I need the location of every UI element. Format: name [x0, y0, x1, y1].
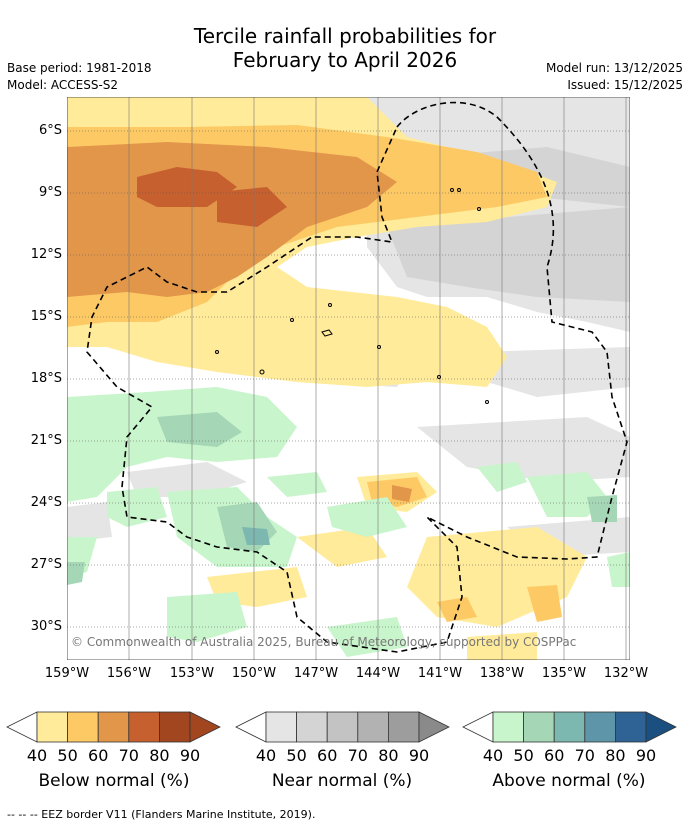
lat-tick-18s: 18°S: [30, 371, 62, 386]
above-tick-90: 90: [636, 746, 656, 765]
model-run: Model run: 13/12/2025: [545, 61, 683, 75]
lat-tick-15s: 15°S: [30, 309, 62, 324]
below-tick-40: 40: [27, 746, 47, 765]
lon-tick-138w: 138°W: [479, 666, 525, 681]
below-normal-label: Below normal (%): [38, 771, 190, 791]
model-name: Model: ACCESS-S2: [7, 78, 119, 92]
lon-tick-156w: 156°W: [106, 666, 152, 681]
lon-tick-150w: 150°W: [231, 666, 277, 681]
lon-tick-153w: 153°W: [169, 666, 215, 681]
above-tick-40: 40: [483, 746, 503, 765]
above-normal-region: [67, 387, 630, 657]
near-tick-50: 50: [286, 746, 306, 765]
base-period: Base period: 1981-2018: [7, 61, 152, 75]
issued-date: Issued: 15/12/2025: [567, 78, 683, 92]
above-tick-80: 80: [605, 746, 625, 765]
title-line-2: February to April 2026: [232, 48, 458, 72]
meta-left: Base period: 1981-2018 Model: ACCESS-S2: [7, 60, 152, 94]
meridians: [67, 97, 627, 660]
near-tick-40: 40: [256, 746, 276, 765]
lat-tick-9s: 9°S: [38, 185, 62, 200]
above-normal-label: Above normal (%): [492, 771, 646, 791]
meta-right: Model run: 13/12/2025 Issued: 15/12/2025: [546, 60, 683, 94]
above-tick-50: 50: [513, 746, 533, 765]
copyright-text: © Commonwealth of Australia 2025, Bureau…: [71, 635, 576, 649]
near-tick-90: 90: [409, 746, 429, 765]
below-tick-80: 80: [149, 746, 169, 765]
colorbar-below: [6, 711, 221, 743]
below-tick-50: 50: [57, 746, 77, 765]
below-tick-70: 70: [119, 746, 139, 765]
lon-tick-141w: 141°W: [417, 666, 463, 681]
lon-tick-147w: 147°W: [293, 666, 339, 681]
lat-tick-21s: 21°S: [30, 433, 62, 448]
near-tick-60: 60: [317, 746, 337, 765]
colorbar-above: [462, 711, 677, 743]
below-tick-90: 90: [180, 746, 200, 765]
title-line-1: Tercile rainfall probabilities for: [193, 24, 497, 48]
colorbar-near: [235, 711, 450, 743]
probability-map: © Commonwealth of Australia 2025, Bureau…: [67, 97, 630, 660]
colorbar-legend: 40 50 60 70 80 90 40 50 60 70 80 90 40 5…: [6, 711, 677, 765]
lat-tick-27s: 27°S: [30, 557, 62, 572]
near-tick-80: 80: [378, 746, 398, 765]
eez-border: [86, 101, 628, 653]
lat-tick-30s: 30°S: [30, 619, 62, 634]
gridlines: [67, 130, 630, 628]
lat-tick-24s: 24°S: [30, 495, 62, 510]
near-tick-70: 70: [348, 746, 368, 765]
above-tick-60: 60: [544, 746, 564, 765]
islands: [215, 188, 489, 404]
lon-tick-132w: 132°W: [603, 666, 649, 681]
below-normal-region: [67, 97, 557, 387]
above-tick-70: 70: [575, 746, 595, 765]
map-title: Tercile rainfall probabilities for Febru…: [0, 24, 690, 72]
lat-tick-12s: 12°S: [30, 247, 62, 262]
lon-tick-135w: 135°W: [541, 666, 587, 681]
lat-tick-6s: 6°S: [38, 123, 62, 138]
lon-tick-159w: 159°W: [44, 666, 90, 681]
lon-tick-144w: 144°W: [355, 666, 401, 681]
below-tick-60: 60: [88, 746, 108, 765]
near-normal-label: Near normal (%): [271, 771, 413, 791]
eez-footnote: -- -- -- EEZ border V11 (Flanders Marine…: [7, 808, 316, 821]
